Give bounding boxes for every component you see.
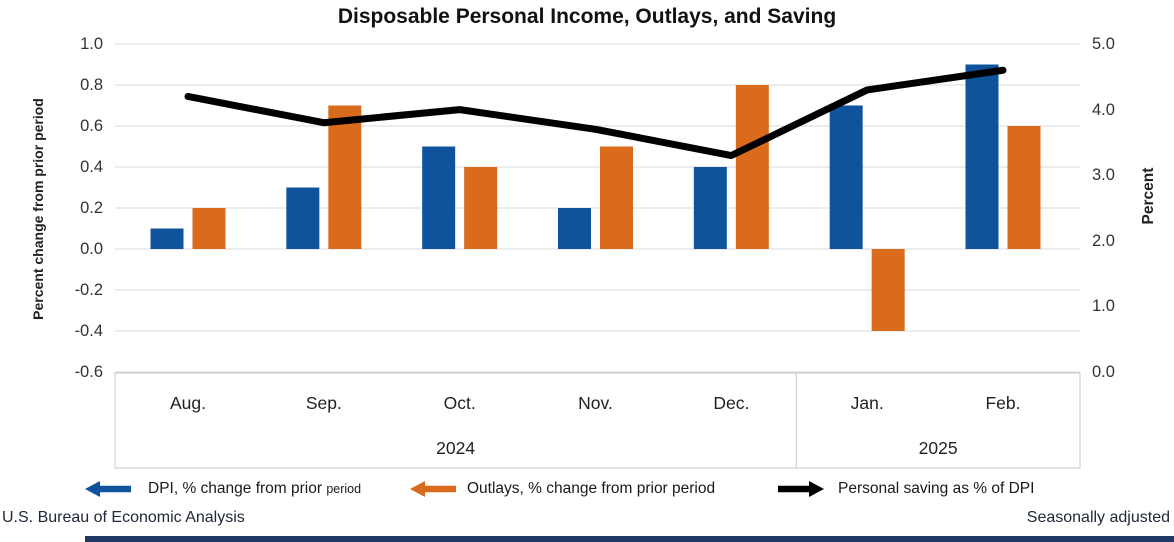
- bar-dpi-Sep: [286, 187, 320, 249]
- y-axis-tick-label: 0.8: [80, 76, 103, 94]
- bar-outlays-Sep: [328, 105, 362, 249]
- bar-outlays-Jan: [871, 249, 905, 331]
- y-axis-tick-label: -0.4: [74, 322, 103, 340]
- year-label: 2024: [436, 438, 476, 458]
- bar-outlays-Dec: [735, 85, 769, 249]
- bar-dpi-Jan: [829, 105, 863, 249]
- legend-left-arrow-icon: [410, 481, 456, 497]
- x-axis-month-label: Nov.: [578, 393, 613, 413]
- right-axis-tick-label: 1.0: [1092, 297, 1115, 316]
- saving-rate-line: [184, 66, 1007, 160]
- bar-dpi-Oct: [422, 146, 456, 249]
- x-axis-month-label: Feb.: [985, 393, 1021, 413]
- bar-outlays-Feb: [1007, 126, 1041, 249]
- chart-title: Disposable Personal Income, Outlays, and…: [337, 5, 837, 28]
- legend-right-arrow-icon: [778, 481, 824, 497]
- x-axis-month-label: Aug.: [170, 393, 206, 413]
- bar-outlays-Aug: [192, 208, 226, 249]
- bar-dpi-Aug: [150, 228, 184, 249]
- legend-left-arrow-icon: [85, 481, 131, 497]
- y-axis-tick-label: 0.4: [80, 158, 103, 176]
- y-axis-tick-label: -0.2: [74, 281, 103, 299]
- bar-outlays-Oct: [464, 167, 498, 249]
- right-axis-tick-label: 4.0: [1092, 100, 1115, 119]
- y-axis-tick-label: -0.6: [74, 363, 103, 381]
- right-axis-tick-label: 0.0: [1092, 363, 1115, 381]
- x-axis-month-label: Dec.: [713, 393, 750, 413]
- legend-item-label-small: period: [326, 482, 362, 496]
- legend-item-label: Personal saving as % of DPI: [838, 480, 1035, 497]
- year-label: 2025: [918, 438, 958, 458]
- x-axis-month-label: Oct.: [443, 393, 476, 413]
- legend-item-label: Outlays, % change from prior period: [467, 480, 716, 497]
- y-axis-tick-label: 1.0: [80, 35, 103, 53]
- bar-dpi-Feb: [965, 64, 999, 249]
- bottom-accent-bar: [85, 536, 1174, 542]
- y-axis-tick-label: 0.6: [80, 117, 103, 135]
- adjustment-note: Seasonally adjusted: [1026, 509, 1170, 526]
- legend-item-label: DPI, % change from prior period: [148, 480, 362, 497]
- left-axis-title: Percent change from prior period: [30, 98, 46, 320]
- bar-dpi-Nov: [558, 208, 591, 249]
- right-axis-tick-label: 5.0: [1092, 35, 1115, 53]
- x-axis-month-label: Sep.: [305, 393, 342, 413]
- x-axis-month-label: Jan.: [850, 393, 884, 413]
- bar-outlays-Nov: [600, 146, 633, 249]
- bar-dpi-Dec: [693, 167, 727, 249]
- source-note: U.S. Bureau of Economic Analysis: [2, 509, 245, 526]
- right-axis-tick-label: 3.0: [1092, 166, 1115, 185]
- right-axis-tick-label: 2.0: [1092, 231, 1115, 250]
- y-axis-tick-label: 0.0: [80, 240, 103, 258]
- y-axis-tick-label: 0.2: [80, 199, 103, 217]
